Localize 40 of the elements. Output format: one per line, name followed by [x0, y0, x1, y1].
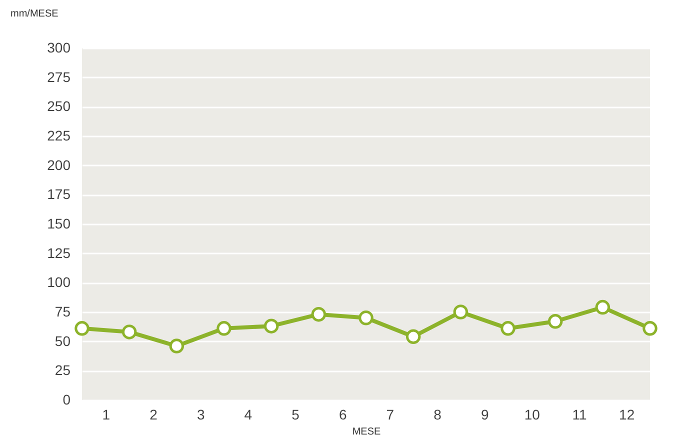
y-tick-label: 250 — [47, 98, 71, 114]
x-tick-label: 6 — [338, 406, 347, 422]
x-tick-label: 7 — [386, 406, 394, 422]
x-tick-label: 10 — [524, 406, 540, 422]
point — [311, 306, 326, 322]
y-tick-label: 175 — [47, 186, 71, 202]
y-tick-label: 275 — [47, 68, 71, 85]
y-tick-label: 125 — [47, 244, 71, 261]
x-tick-label: 9 — [480, 406, 489, 422]
point — [500, 321, 516, 336]
y-tick-label: 50 — [54, 332, 71, 349]
y-tick-label: 75 — [54, 304, 71, 320]
point — [216, 321, 232, 336]
y-tick-label: 300 — [47, 40, 71, 56]
x-tick-label: 5 — [292, 406, 300, 422]
x-tick-label: 8 — [434, 406, 442, 422]
x-tick-label: 1 — [102, 406, 110, 422]
point — [453, 304, 468, 320]
x-axis-title: MESE — [352, 426, 381, 438]
y-tick-label: 0 — [62, 392, 71, 408]
point — [548, 314, 563, 329]
x-tick-label: 2 — [150, 406, 158, 422]
point — [642, 321, 658, 336]
point — [595, 300, 610, 315]
point — [74, 321, 90, 336]
y-tick-label: 225 — [47, 128, 71, 144]
point — [264, 318, 279, 334]
y-tick-label: 25 — [54, 362, 71, 378]
x-tick-label: 4 — [244, 406, 252, 422]
y-tick-label: 100 — [47, 274, 71, 290]
x-tick-label: 12 — [619, 406, 635, 422]
y-tick-label: 150 — [47, 216, 71, 232]
x-tick-label: 11 — [572, 406, 587, 422]
point — [358, 310, 374, 326]
y-axis-title: mm/MESE — [10, 8, 59, 20]
y-tick-label: 200 — [47, 156, 71, 173]
point — [406, 329, 421, 344]
x-tick-label: 3 — [196, 406, 205, 422]
point — [169, 338, 184, 354]
point — [122, 324, 137, 340]
